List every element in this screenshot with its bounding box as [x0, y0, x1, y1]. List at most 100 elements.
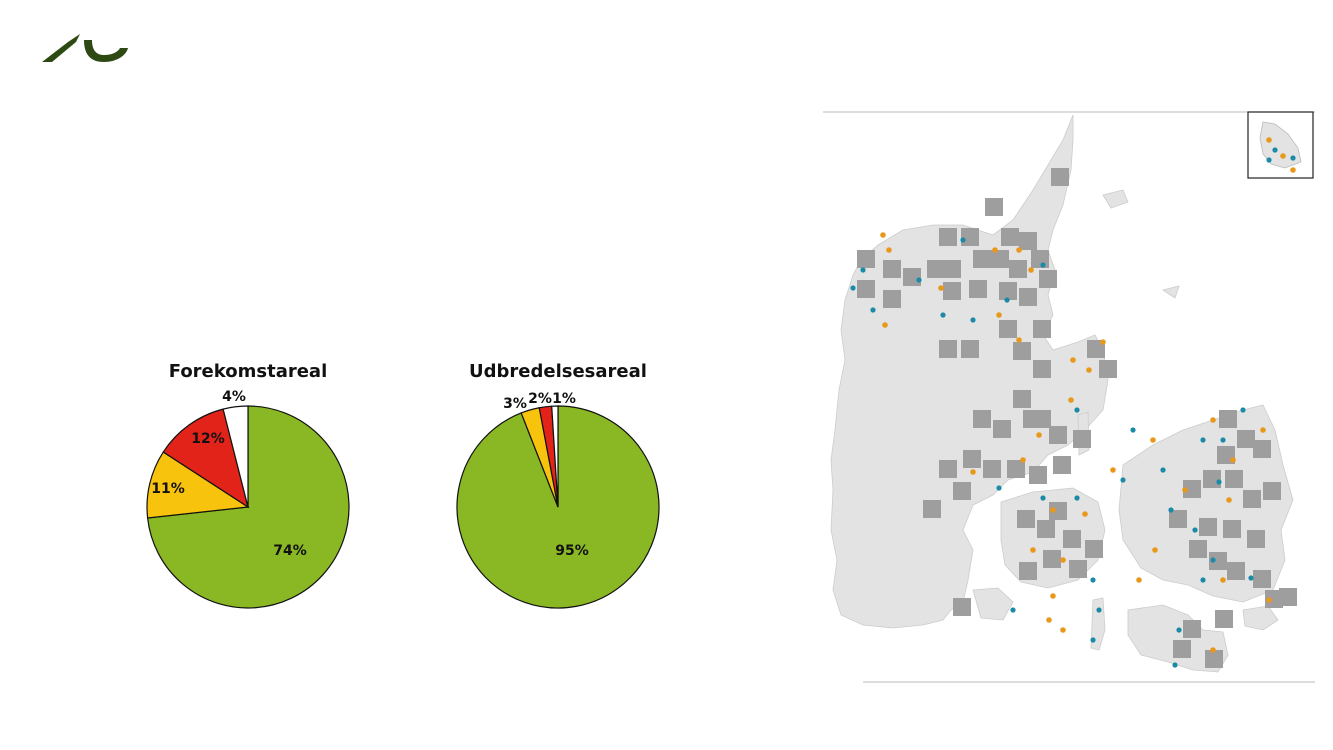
occurrence-point-teal — [850, 285, 856, 291]
occurrence-point-teal — [1168, 507, 1174, 513]
occurrence-point-teal — [1096, 607, 1102, 613]
zealand-landmass — [1118, 404, 1294, 603]
grid-cell — [939, 460, 957, 478]
grid-cell — [1043, 550, 1061, 568]
grid-cell — [999, 320, 1017, 338]
grid-cell — [961, 228, 979, 246]
occurrence-point-teal — [1176, 627, 1182, 633]
occurrence-point-orange — [1260, 427, 1266, 433]
occurrence-point-teal — [1130, 427, 1136, 433]
occurrence-point-orange — [1110, 467, 1116, 473]
occurrence-point-orange — [1060, 627, 1066, 633]
occurrence-point-teal — [1040, 495, 1046, 501]
grid-cell — [1279, 588, 1297, 606]
occurrence-point-teal — [916, 277, 922, 283]
grid-cell — [1063, 530, 1081, 548]
grid-cell — [943, 260, 961, 278]
grid-cell — [1169, 510, 1187, 528]
grid-cell — [1033, 410, 1051, 428]
pie-slice-label: 3% — [503, 396, 527, 412]
grid-cell — [943, 282, 961, 300]
grid-cell — [1069, 560, 1087, 578]
occurrence-point-teal — [1220, 437, 1226, 443]
occurrence-point-teal — [1004, 297, 1010, 303]
pie-slice — [222, 405, 249, 508]
occurrence-point-teal — [940, 312, 946, 318]
grid-cell — [963, 450, 981, 468]
grid-cell — [1085, 540, 1103, 558]
grid-cell — [1209, 552, 1227, 570]
grid-cell — [1033, 360, 1051, 378]
grid-cell — [993, 420, 1011, 438]
occurrence-point-teal — [1200, 577, 1206, 583]
grid-cell — [939, 340, 957, 358]
grid-cell — [1053, 456, 1071, 474]
occurrence-point-orange — [996, 312, 1002, 318]
grid-cell — [985, 198, 1003, 216]
occurrence-point-teal — [1074, 495, 1080, 501]
grid-cell — [1073, 430, 1091, 448]
grid-cell — [1049, 502, 1067, 520]
grid-cell — [1189, 540, 1207, 558]
occurrence-point-teal — [860, 267, 866, 273]
grid-cell — [1183, 620, 1201, 638]
grid-cell — [1173, 640, 1191, 658]
occurrence-point-orange — [1100, 339, 1106, 345]
pie-chart-udbredelsesareal: Udbredelsesareal 95% 3% 2% 1% — [456, 361, 660, 609]
grid-cell — [883, 290, 901, 308]
pie-slice — [162, 408, 249, 509]
occurrence-point-orange — [1028, 267, 1034, 273]
occurrence-point-orange — [1266, 137, 1272, 143]
occurrence-point-orange — [1290, 167, 1296, 173]
occurrence-point-orange — [970, 469, 976, 475]
occurrence-point-orange — [1150, 437, 1156, 443]
grid-cell — [1223, 520, 1241, 538]
occurrence-point-teal — [1120, 477, 1126, 483]
grid-cell — [1019, 232, 1037, 250]
grid-cell — [1205, 650, 1223, 668]
denmark-distribution-map — [823, 111, 1315, 683]
grid-cell — [1183, 480, 1201, 498]
grid-cell — [1013, 342, 1031, 360]
occurrence-point-orange — [886, 247, 892, 253]
grid-cell — [1215, 610, 1233, 628]
occurrence-point-teal — [970, 317, 976, 323]
grid-cell — [953, 598, 971, 616]
grid-cell — [1029, 466, 1047, 484]
grid-cell — [1237, 430, 1255, 448]
occurrence-point-orange — [1036, 432, 1042, 438]
occurrence-point-orange — [880, 232, 886, 238]
grid-cell — [939, 228, 957, 246]
occurrence-point-orange — [1050, 507, 1056, 513]
grid-cell — [927, 260, 945, 278]
grid-cell — [1051, 168, 1069, 186]
grid-cell — [1039, 270, 1057, 288]
grid-cell — [1253, 440, 1271, 458]
grid-cell — [991, 250, 1009, 268]
occurrence-points — [850, 137, 1296, 668]
occurrence-point-teal — [870, 307, 876, 313]
pie-slice-label: 1% — [552, 391, 576, 407]
occurrence-point-orange — [1182, 487, 1188, 493]
occurrence-point-orange — [1082, 511, 1088, 517]
pie-chart-forekomstareal: Forekomstareal 74% 11% 12% 4% — [146, 361, 350, 609]
grid-cell — [903, 268, 921, 286]
chart-title: Forekomstareal — [169, 361, 328, 382]
grid-cell — [973, 410, 991, 428]
occurrence-point-teal — [1040, 262, 1046, 268]
occurrence-point-orange — [1068, 397, 1074, 403]
occurrence-point-orange — [938, 285, 944, 291]
grid-cell — [857, 280, 875, 298]
occurrence-point-orange — [1280, 153, 1286, 159]
occurrence-point-teal — [1172, 662, 1178, 668]
occurrence-point-teal — [960, 237, 966, 243]
occurrence-point-orange — [882, 322, 888, 328]
occurrence-point-orange — [1060, 557, 1066, 563]
occurrence-point-teal — [1216, 479, 1222, 485]
occurrence-point-teal — [1160, 467, 1166, 473]
grid-cell — [857, 250, 875, 268]
occurrence-point-orange — [1226, 497, 1232, 503]
grid-cell — [1017, 510, 1035, 528]
occurrence-point-orange — [992, 247, 998, 253]
occurrence-point-orange — [1086, 367, 1092, 373]
